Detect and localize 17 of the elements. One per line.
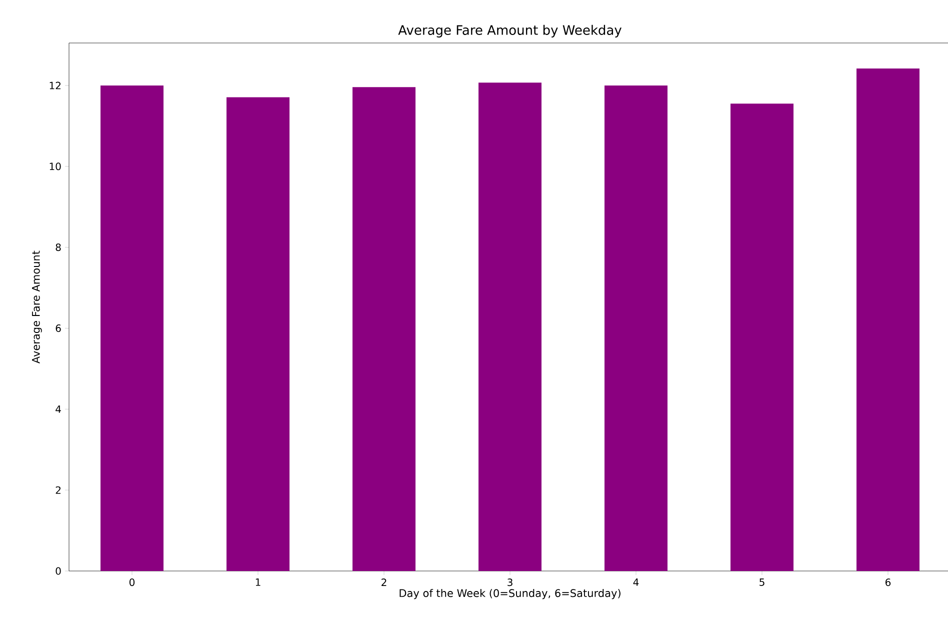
- x-tick-label: 6: [886, 578, 891, 586]
- x-tick-label: 0: [129, 578, 135, 586]
- y-tick-label: 4: [56, 406, 61, 413]
- y-tick-label: 6: [56, 324, 61, 332]
- x-tick-label: 3: [508, 578, 512, 586]
- x-axis-title: Day of the Week (0=Sunday, 6=Saturday): [400, 588, 620, 600]
- y-tick-label: 2: [56, 486, 60, 494]
- x-tick-label: 2: [382, 578, 386, 586]
- y-tick-label: 10: [50, 162, 61, 170]
- y-tick-label: 12: [50, 82, 60, 90]
- y-tick-label: 0: [56, 567, 61, 575]
- y-axis-title: Average Fare Amount: [32, 250, 42, 364]
- y-tick-label: 8: [56, 244, 61, 252]
- x-tick-label: 5: [760, 578, 764, 586]
- chart-title: Average Fare Amount by Weekday: [398, 24, 622, 38]
- x-tick-label: 1: [256, 578, 260, 586]
- x-tick-label: 4: [633, 578, 639, 586]
